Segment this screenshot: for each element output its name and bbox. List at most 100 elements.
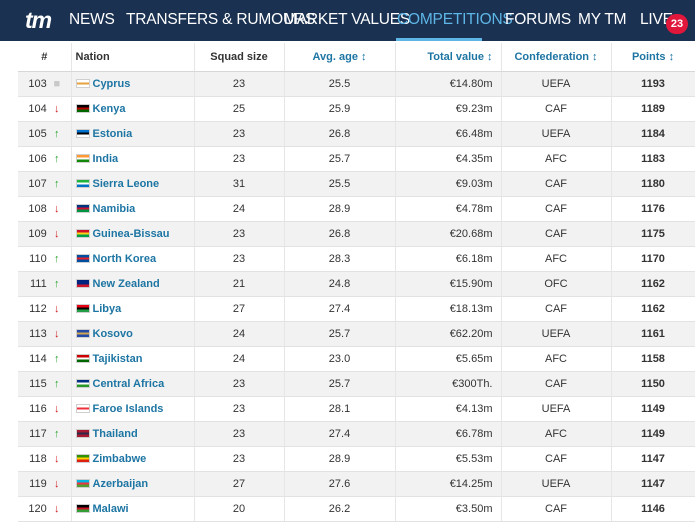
rank-number: 107: [28, 178, 47, 190]
nation-link[interactable]: Namibia: [92, 203, 136, 215]
nation-link[interactable]: Tajikistan: [92, 353, 143, 365]
confederation-cell: OFC: [501, 271, 612, 297]
nation-link[interactable]: Sierra Leone: [92, 178, 160, 190]
points-cell: 1161: [611, 321, 695, 347]
table-row: 103 ■ Cyprus 23 25.5 €14.80m UEFA 1193: [18, 71, 695, 97]
total-value-cell: €3.50m: [395, 496, 502, 522]
arrow-down-icon: ↓: [54, 478, 60, 490]
table-row: 108 ↓ Namibia 24 28.9 €4.78m CAF 1176: [18, 196, 695, 222]
table-row: 112 ↓ Libya 27 27.4 €18.13m CAF 1162: [18, 296, 695, 322]
nation-cell: Libya: [71, 296, 195, 322]
nav-item-market-values[interactable]: MARKET VALUES: [284, 11, 411, 28]
nation-link[interactable]: India: [92, 153, 119, 165]
avg-age-cell: 24.8: [284, 271, 396, 297]
total-value-cell: €6.18m: [395, 246, 502, 272]
squad-size-cell: 27: [194, 296, 285, 322]
points-cell: 1176: [611, 196, 695, 222]
active-nav-indicator: [396, 38, 482, 41]
header-confederation[interactable]: Confederation ↕: [501, 43, 612, 72]
table-row: 113 ↓ Kosovo 24 25.7 €62.20m UEFA 1161: [18, 321, 695, 347]
nation-link[interactable]: Azerbaijan: [92, 478, 149, 490]
arrow-down-icon: ↓: [54, 203, 60, 215]
nation-link[interactable]: Central Africa: [92, 378, 165, 390]
avg-age-cell: 27.4: [284, 296, 396, 322]
nation-link[interactable]: Faroe Islands: [92, 403, 164, 415]
total-value-cell: €20.68m: [395, 221, 502, 247]
nation-cell: Thailand: [71, 421, 195, 447]
nav-item-my-tm[interactable]: MY TM: [578, 11, 627, 28]
rank-cell: 113 ↓: [18, 321, 72, 347]
table-row: 115 ↑ Central Africa 23 25.7 €300Th. CAF 1150: [18, 371, 695, 397]
nation-link[interactable]: Kosovo: [92, 328, 133, 340]
rank-cell: 114 ↑: [18, 346, 72, 372]
live-count-badge[interactable]: 23: [666, 14, 688, 34]
nav-item-transfers-rumours[interactable]: TRANSFERS & RUMOURS: [126, 11, 316, 28]
points-cell: 1170: [611, 246, 695, 272]
sort-icon: ↕: [668, 51, 675, 63]
points-cell: 1162: [611, 271, 695, 297]
nav-item-forums[interactable]: FORUMS: [505, 11, 571, 28]
confederation-cell: UEFA: [501, 396, 612, 422]
rank-number: 106: [28, 153, 47, 165]
points-cell: 1175: [611, 221, 695, 247]
table-row: 116 ↓ Faroe Islands 23 28.1 €4.13m UEFA 1149: [18, 396, 695, 422]
nation-link[interactable]: Zimbabwe: [92, 453, 147, 465]
nation-link[interactable]: Libya: [92, 303, 122, 315]
fifa-ranking-table: # Nation Squad size Avg. age ↕ Total valu…: [18, 43, 695, 522]
nation-cell: New Zealand: [71, 271, 195, 297]
table-row: 106 ↑ India 23 25.7 €4.35m AFC 1183: [18, 146, 695, 172]
nation-link[interactable]: Guinea-Bissau: [92, 228, 170, 240]
table-body: 103 ■ Cyprus 23 25.5 €14.80m UEFA 1193 104 ↓ Ken…: [18, 71, 695, 522]
nation-link[interactable]: Cyprus: [92, 78, 131, 90]
confederation-cell: UEFA: [501, 71, 612, 97]
arrow-down-icon: ↓: [54, 403, 60, 415]
total-value-cell: €15.90m: [395, 271, 502, 297]
rank-number: 120: [28, 503, 47, 515]
squad-size-cell: 23: [194, 71, 285, 97]
confederation-cell: CAF: [501, 296, 612, 322]
rank-cell: 119 ↓: [18, 471, 72, 497]
squad-size-cell: 23: [194, 446, 285, 472]
confederation-cell: CAF: [501, 171, 612, 197]
nav-item-news[interactable]: NEWS: [69, 11, 115, 28]
transfermarkt-logo[interactable]: tm: [25, 7, 52, 33]
nation-cell: Sierra Leone: [71, 171, 195, 197]
points-cell: 1184: [611, 121, 695, 147]
points-cell: 1193: [611, 71, 695, 97]
squad-size-cell: 23: [194, 146, 285, 172]
nation-link[interactable]: North Korea: [92, 253, 157, 265]
nation-cell: Guinea-Bissau: [71, 221, 195, 247]
nation-cell: Namibia: [71, 196, 195, 222]
squad-size-cell: 24: [194, 321, 285, 347]
table-row: 111 ↑ New Zealand 21 24.8 €15.90m OFC 1162: [18, 271, 695, 297]
rank-cell: 108 ↓: [18, 196, 72, 222]
flag-icon: [75, 79, 90, 88]
avg-age-cell: 25.7: [284, 321, 396, 347]
rank-number: 113: [29, 328, 47, 340]
sort-icon: ↕: [592, 51, 598, 63]
nation-link[interactable]: Thailand: [92, 428, 138, 440]
flag-icon: [75, 379, 90, 388]
squad-size-cell: 23: [194, 371, 285, 397]
header-confederation-label: Confederation: [514, 51, 590, 63]
header-avg-age[interactable]: Avg. age ↕: [284, 43, 396, 72]
nation-link[interactable]: Kenya: [92, 103, 126, 115]
rank-number: 110: [29, 253, 47, 265]
rank-number: 114: [29, 353, 47, 365]
squad-size-cell: 23: [194, 246, 285, 272]
nation-link[interactable]: Malawi: [92, 503, 129, 515]
nav-item-competitions[interactable]: COMPETITIONS: [397, 11, 513, 28]
nav-item-live[interactable]: LIVE: [640, 11, 673, 28]
arrow-down-icon: ↓: [54, 228, 60, 240]
confederation-cell: UEFA: [501, 471, 612, 497]
squad-size-cell: 21: [194, 271, 285, 297]
nation-link[interactable]: Estonia: [92, 128, 133, 140]
squad-size-cell: 23: [194, 421, 285, 447]
nation-cell: Tajikistan: [71, 346, 195, 372]
header-total-value[interactable]: Total value ↕: [395, 43, 502, 72]
squad-size-cell: 31: [194, 171, 285, 197]
total-value-cell: €300Th.: [395, 371, 502, 397]
header-points[interactable]: Points ↕: [611, 43, 695, 72]
nation-link[interactable]: New Zealand: [92, 278, 160, 290]
rank-cell: 118 ↓: [18, 446, 72, 472]
